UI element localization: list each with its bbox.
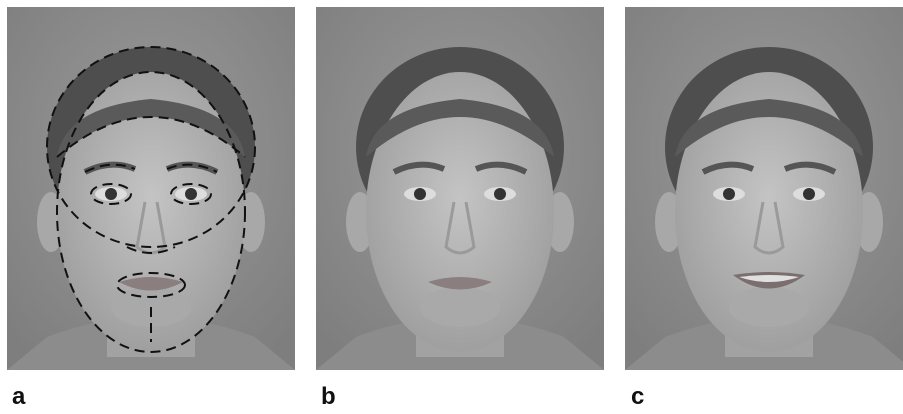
panel-a [7, 7, 295, 370]
panel-label: b [321, 383, 336, 410]
panel-c [625, 7, 903, 370]
panel-label: c [631, 383, 644, 410]
panel-label: a [12, 383, 26, 410]
panel-b [316, 7, 604, 370]
figure: a b c [0, 0, 903, 414]
page: a b c (() => { const data = JSON.parse(d… [0, 0, 903, 414]
